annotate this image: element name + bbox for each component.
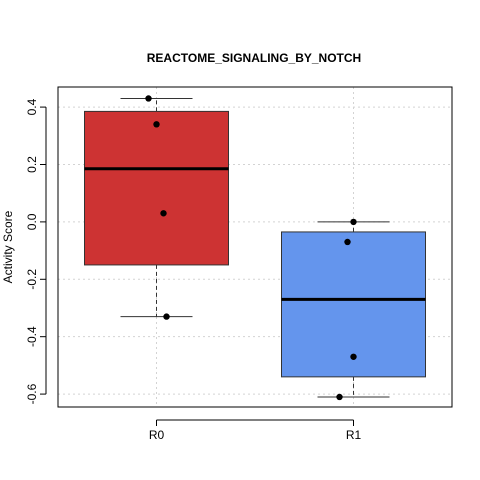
chart-title: REACTOME_SIGNALING_BY_NOTCH (147, 51, 361, 65)
y-tick-label-0: -0.6 (25, 383, 39, 404)
y-tick-label-5: 0.4 (25, 98, 39, 115)
box-body-R1 (281, 231, 426, 378)
data-point-R0-2 (160, 210, 167, 217)
y-axis: -0.6 -0.4 -0.2 0.0 0.2 0.4 (25, 98, 47, 404)
x-tick-label-1: R1 (346, 428, 362, 442)
box-R0 (84, 97, 229, 318)
x-tick-label-0: R0 (149, 428, 165, 442)
boxes-layer (84, 97, 426, 398)
data-point-R1-2 (350, 353, 357, 360)
data-point-R0-0 (145, 95, 152, 102)
data-point-R1-3 (336, 393, 343, 401)
y-axis-label: Activity Score (1, 210, 15, 283)
plot-frame (57, 86, 453, 408)
data-point-R1-0 (350, 218, 357, 226)
y-tick-label-2: -0.2 (25, 269, 39, 290)
box-body-R0 (84, 110, 229, 266)
data-point-R0-3 (163, 313, 170, 320)
y-tick-label-4: 0.2 (25, 156, 39, 173)
y-tick-label-3: 0.0 (25, 213, 39, 230)
y-tick-label-1: -0.4 (25, 326, 39, 347)
data-point-R0-1 (153, 121, 160, 128)
box-R1 (281, 221, 426, 398)
data-point-R1-1 (344, 238, 351, 246)
x-axis: R0 R1 (149, 419, 362, 442)
points-layer (145, 95, 357, 401)
